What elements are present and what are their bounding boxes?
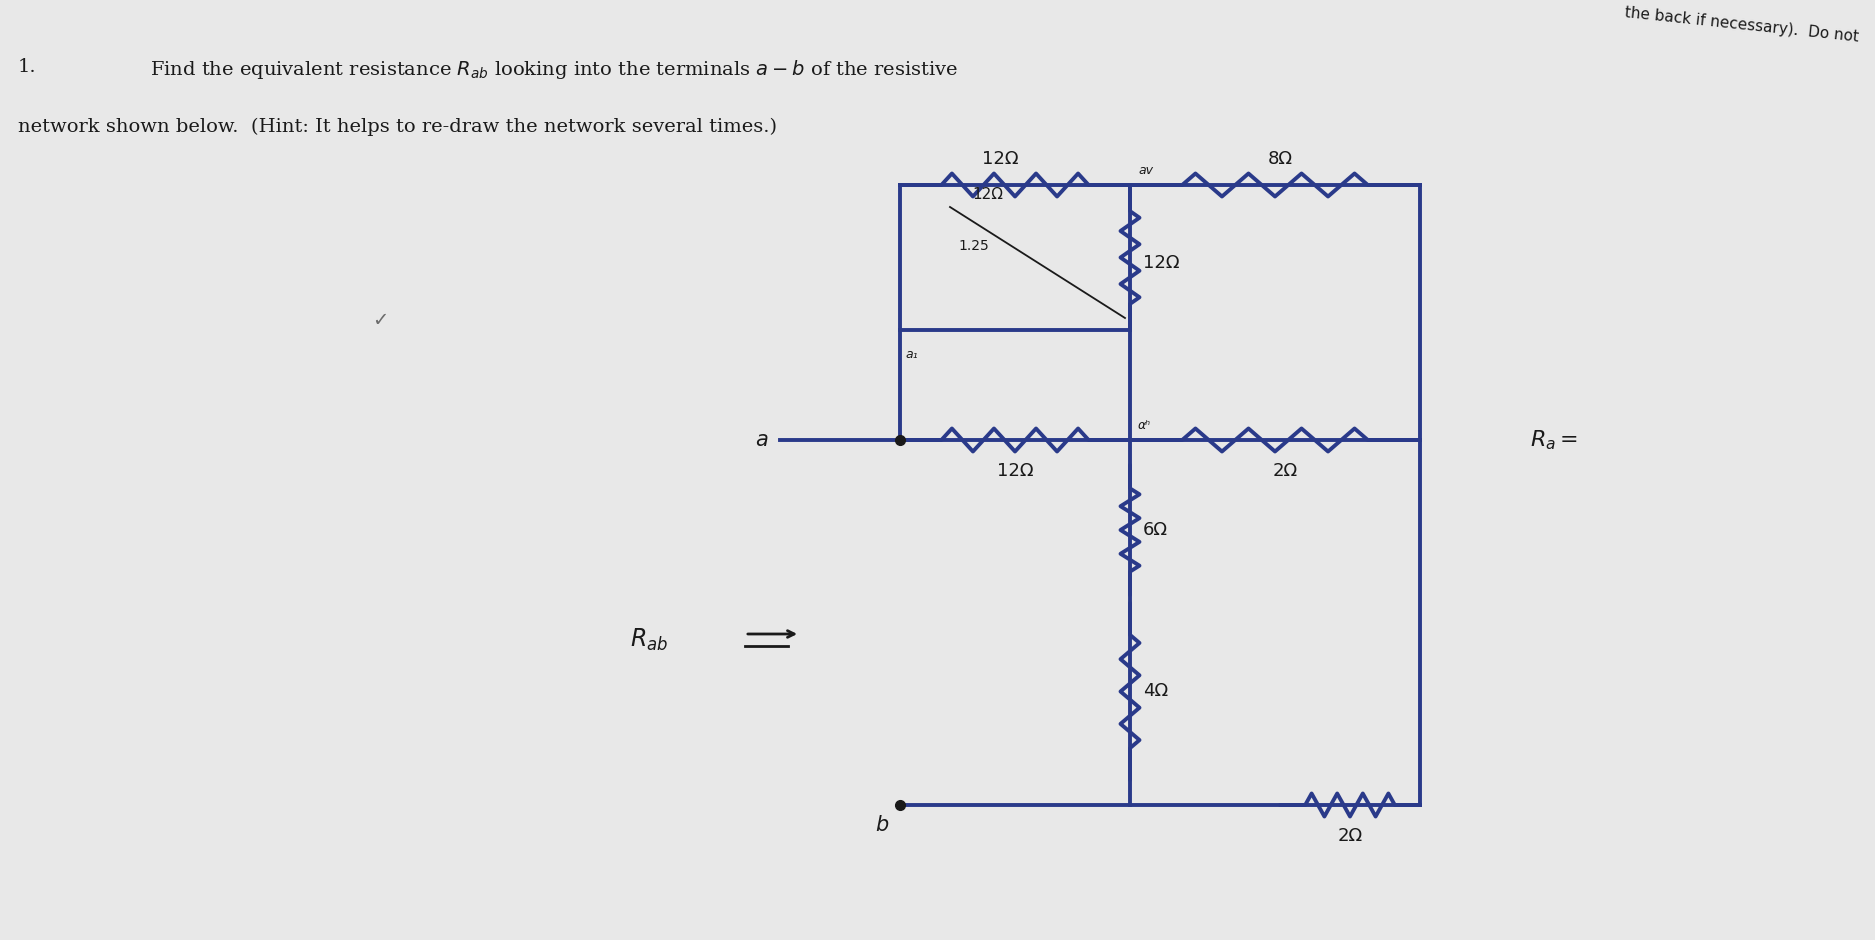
Text: 1.: 1. (19, 58, 38, 76)
Text: 2Ω: 2Ω (1337, 827, 1363, 845)
Text: av: av (1138, 164, 1153, 177)
Text: 12Ω: 12Ω (982, 150, 1018, 168)
Text: network shown below.  (Hint: It helps to re-draw the network several times.): network shown below. (Hint: It helps to … (19, 118, 776, 136)
Text: 6Ω: 6Ω (1144, 521, 1168, 539)
Text: a₁: a₁ (906, 348, 917, 361)
Text: 1.25: 1.25 (958, 239, 988, 253)
Text: 4Ω: 4Ω (1144, 682, 1168, 700)
Text: Find the equivalent resistance $R_{ab}$ looking into the terminals $a-b$ of the : Find the equivalent resistance $R_{ab}$ … (150, 58, 958, 81)
Text: 12Ω: 12Ω (971, 187, 1003, 202)
Text: a: a (756, 430, 769, 450)
Text: 12Ω: 12Ω (998, 462, 1033, 480)
Text: 2Ω: 2Ω (1273, 462, 1297, 480)
Text: ✓: ✓ (371, 310, 388, 330)
Text: $R_{ab}$: $R_{ab}$ (630, 627, 667, 653)
Text: 8Ω: 8Ω (1268, 150, 1292, 168)
Text: the back if necessary).  Do not: the back if necessary). Do not (1624, 5, 1860, 44)
Text: αʰ: αʰ (1138, 419, 1151, 432)
Text: $R_a=$: $R_a=$ (1530, 429, 1579, 452)
Text: b: b (876, 815, 889, 835)
Text: 12Ω: 12Ω (1144, 254, 1179, 272)
